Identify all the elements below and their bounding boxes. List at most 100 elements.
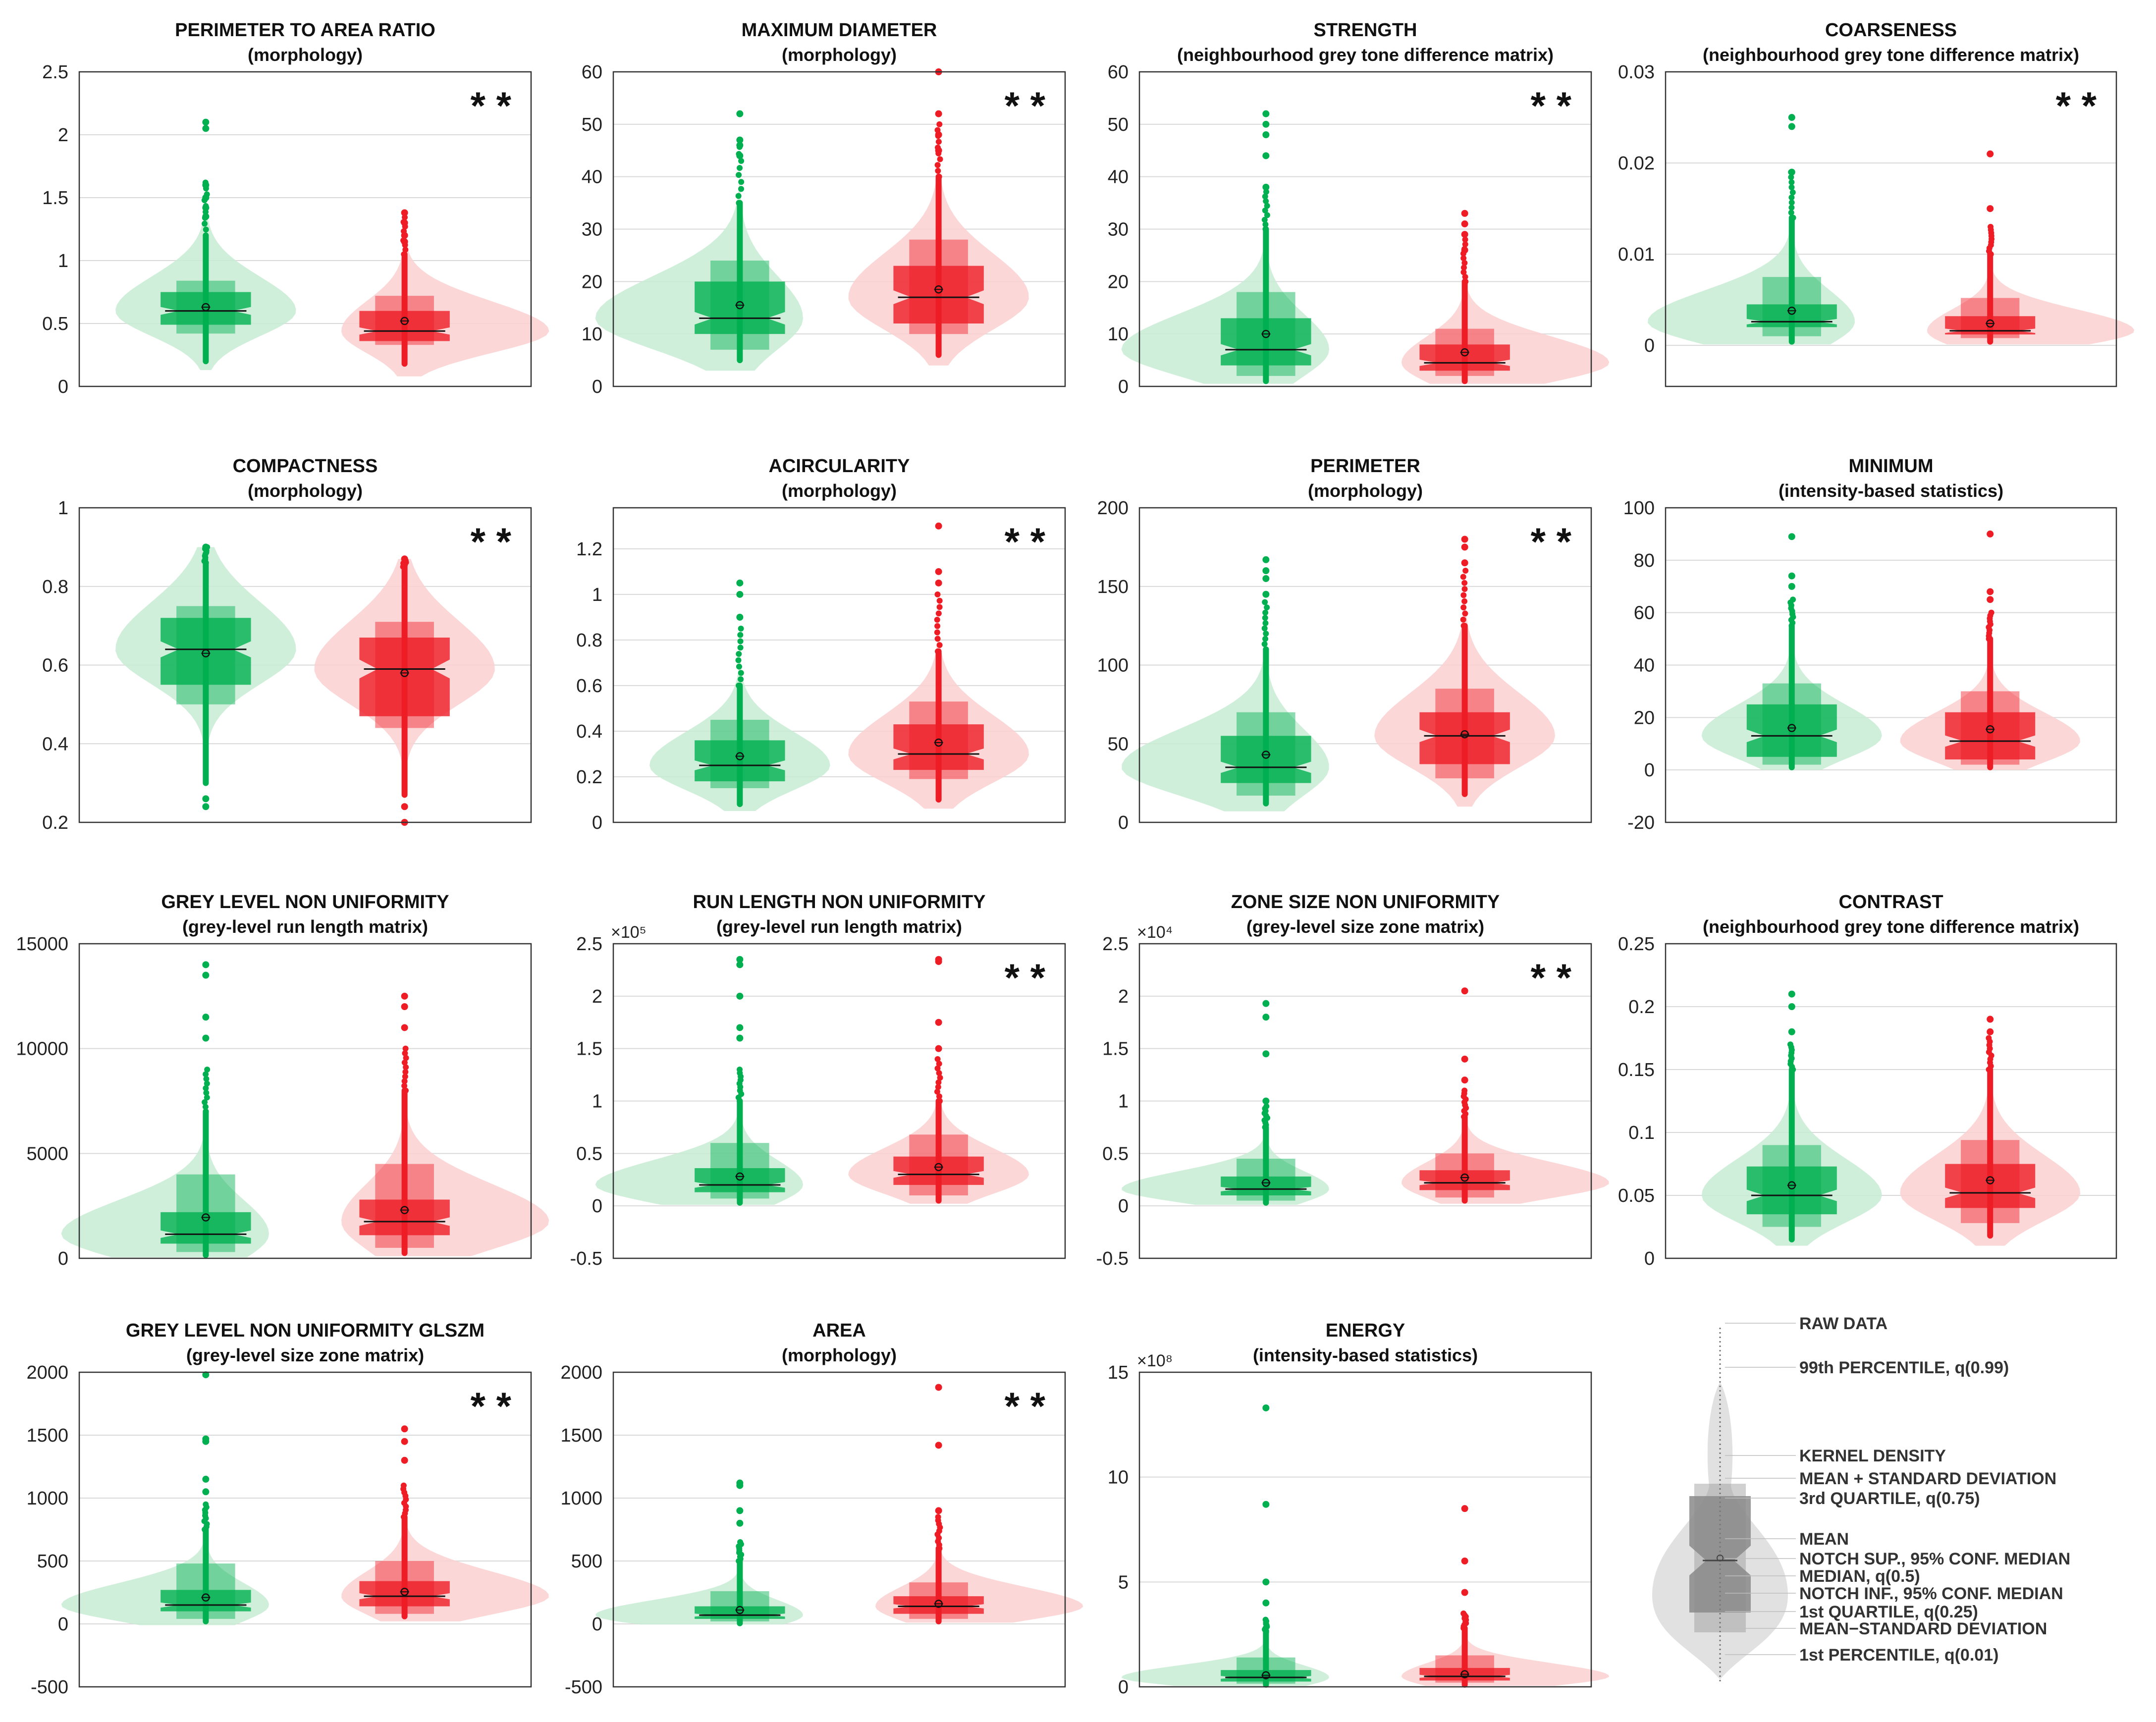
legend-label: 3rd QUARTILE, q(0.75) xyxy=(1799,1489,1980,1508)
outlier-point xyxy=(202,194,210,201)
y-tick-label: 30 xyxy=(1108,219,1129,240)
raw-data-point xyxy=(203,226,209,233)
violin-kernel-density xyxy=(1401,1613,1610,1686)
y-tick-label: 1500 xyxy=(560,1425,602,1446)
raw-data-point xyxy=(737,165,743,171)
raw-data-point xyxy=(1262,620,1269,626)
y-tick-label: 0.01 xyxy=(1618,244,1655,265)
chart-panel-9: 0 5000 10000 15000 GREY LEVEL NON UNIFORMITY… xyxy=(16,892,549,1269)
series-1 xyxy=(1121,1404,1329,1688)
series-1 xyxy=(115,543,296,810)
raw-data-point xyxy=(1788,194,1795,201)
y-tick-label: 200 xyxy=(1097,498,1129,519)
outlier-point xyxy=(736,1519,744,1527)
outlier-point xyxy=(736,1479,744,1487)
outlier-point xyxy=(1262,1404,1270,1411)
chart-panel-14: -500 0 500 1000 1500 2000 AREA (morphology) * * xyxy=(560,1320,1083,1698)
y-tick-label: 0.5 xyxy=(1102,1143,1129,1164)
outlier-point xyxy=(1262,591,1270,598)
legend-label: NOTCH INF., 95% CONF. MEDIAN xyxy=(1799,1584,2063,1603)
outlier-point xyxy=(935,110,942,117)
y-tick-label: 0.5 xyxy=(576,1143,602,1164)
outlier-point xyxy=(736,1024,744,1031)
y-tick-label: 0 xyxy=(592,812,602,833)
outlier-point xyxy=(736,142,744,149)
outlier-point xyxy=(935,1384,942,1391)
plot-frame xyxy=(1138,943,1592,1259)
raw-data-point xyxy=(1264,203,1270,209)
raw-data-point xyxy=(1261,625,1268,632)
y-tick-label: 100 xyxy=(1623,498,1655,519)
raw-data-point xyxy=(1261,641,1268,647)
series-1 xyxy=(115,118,296,370)
raw-data-point xyxy=(935,167,941,174)
series-1 xyxy=(1701,533,1882,770)
y-tick-label: 0.2 xyxy=(1628,997,1655,1018)
raw-data-point xyxy=(937,156,943,162)
chart-title: ACIRCULARITY xyxy=(769,456,910,477)
plot-frame xyxy=(78,507,532,823)
plot-area xyxy=(1139,1372,1591,1687)
y-tick-label: 30 xyxy=(582,219,602,240)
raw-data-point xyxy=(738,158,745,164)
chart-title: STRENGTH xyxy=(1314,20,1417,41)
significance-marker: * * xyxy=(471,520,512,563)
y-tick-label: 1 xyxy=(58,498,68,519)
outlier-point xyxy=(202,1475,210,1483)
raw-data-point xyxy=(1462,273,1468,280)
legend-label: MEAN xyxy=(1799,1530,1849,1549)
outlier-point xyxy=(1987,1028,1994,1035)
raw-data-point xyxy=(402,246,409,253)
y-tick-label: 10 xyxy=(1108,1467,1129,1488)
outlier-point xyxy=(401,1438,408,1445)
legend-label: 1st PERCENTILE, q(0.01) xyxy=(1799,1646,1998,1665)
y-tick-label: 50 xyxy=(1108,114,1129,135)
y-tick-label: 1 xyxy=(592,1091,602,1112)
raw-data-point xyxy=(1460,265,1467,271)
y-exponent-label: ×10⁸ xyxy=(1137,1351,1173,1370)
outlier-point xyxy=(1788,114,1795,121)
chart-title: MINIMUM xyxy=(1849,456,1934,477)
y-tick-label: 2 xyxy=(1118,986,1129,1007)
raw-data-point xyxy=(203,1071,209,1077)
chart-panel-10: -0.5 0 0.5 1 1.5 2 2.5 RUN LENGTH NON UNIFORMIT… xyxy=(570,892,1066,1269)
outlier-point xyxy=(736,110,744,117)
y-tick-label: 0.25 xyxy=(1618,934,1655,955)
y-tick-label: 80 xyxy=(1634,550,1655,571)
raw-data-point xyxy=(202,1104,209,1110)
raw-data-point xyxy=(1788,199,1795,206)
outlier-point xyxy=(401,209,408,216)
violin-kernel-density xyxy=(595,1542,803,1625)
raw-data-point xyxy=(1788,184,1795,191)
series-2 xyxy=(314,555,495,826)
y-tick-label: 2.5 xyxy=(42,62,68,83)
y-tick-label: 0.5 xyxy=(42,314,68,334)
outlier-point xyxy=(736,956,744,963)
outlier-point xyxy=(1262,1599,1270,1607)
series-1 xyxy=(649,579,830,811)
y-tick-label: 0 xyxy=(592,377,602,397)
y-tick-label: 1.5 xyxy=(42,188,68,209)
legend-label: MEAN−STANDARD DEVIATION xyxy=(1799,1619,2047,1638)
chart-subtitle: (intensity-based statistics) xyxy=(1253,1345,1478,1365)
y-tick-label: 10000 xyxy=(16,1039,68,1060)
raw-data-point xyxy=(1788,179,1795,185)
raw-data-point xyxy=(735,657,742,663)
series-2 xyxy=(1401,1505,1610,1688)
legend-notched-box xyxy=(1689,1496,1751,1613)
y-tick-label: 1 xyxy=(58,251,68,271)
chart-subtitle: (neighbourhood grey tone difference matr… xyxy=(1703,45,2079,65)
y-tick-label: 2.5 xyxy=(1102,934,1129,955)
raw-data-point xyxy=(402,1087,409,1094)
raw-data-point xyxy=(936,121,943,127)
raw-data-point xyxy=(401,1078,408,1084)
raw-data-point xyxy=(1787,1041,1793,1048)
outlier-point xyxy=(1262,1097,1270,1105)
y-tick-label: 40 xyxy=(1634,655,1655,676)
y-tick-label: 10 xyxy=(1108,324,1129,345)
outlier-point xyxy=(1262,1000,1270,1007)
outlier-point xyxy=(935,1442,942,1449)
plot-frame xyxy=(1138,71,1592,387)
raw-data-point xyxy=(738,625,744,632)
series-2 xyxy=(1927,150,2135,345)
